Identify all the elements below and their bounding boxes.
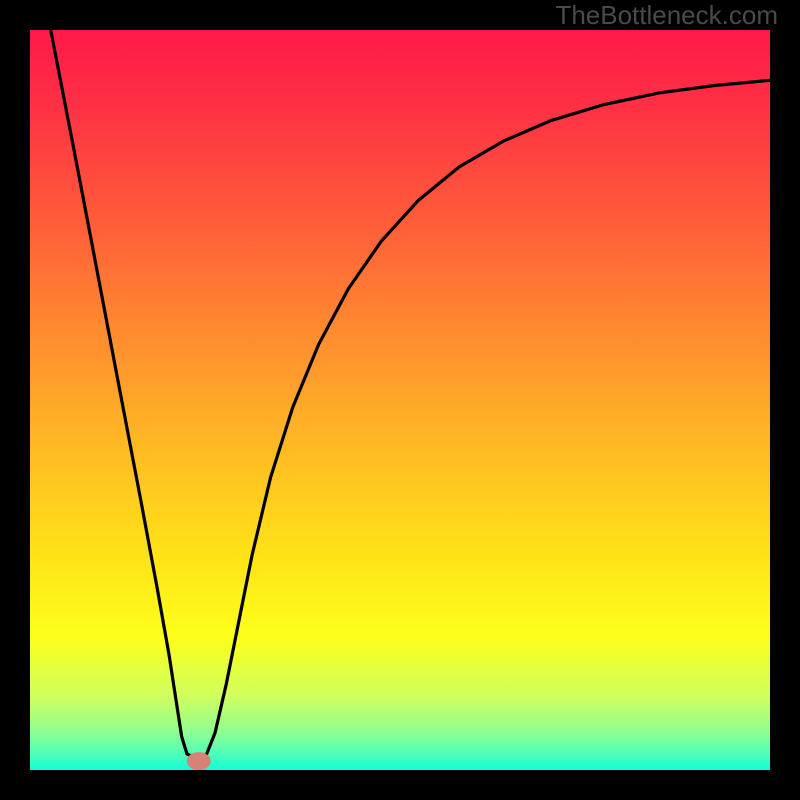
chart-svg bbox=[0, 0, 800, 800]
sweet-spot-marker bbox=[187, 752, 211, 770]
bottleneck-chart: TheBottleneck.com bbox=[0, 0, 800, 800]
plot-background bbox=[30, 30, 770, 770]
